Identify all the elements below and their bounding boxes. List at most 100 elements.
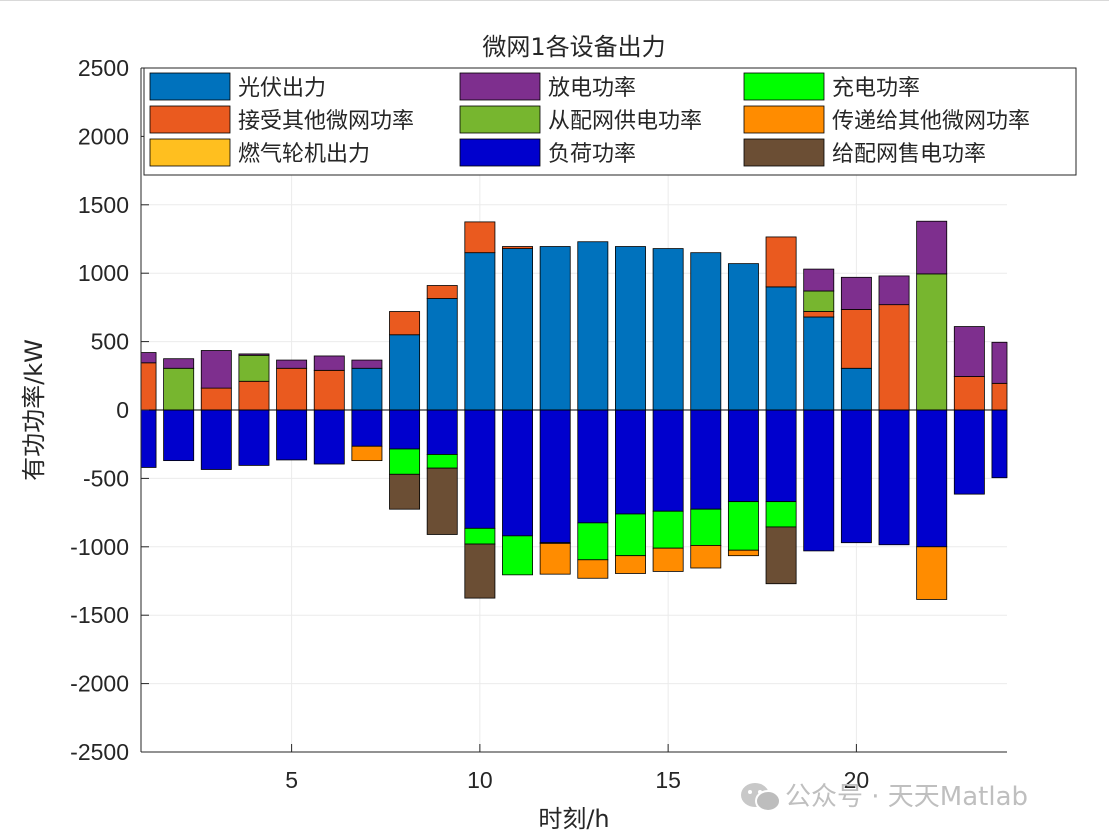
bar-segment bbox=[464, 527, 496, 545]
bar-segment bbox=[765, 236, 797, 288]
bar-segment bbox=[502, 535, 533, 576]
legend-swatch bbox=[743, 105, 825, 134]
bar-segment bbox=[238, 380, 270, 411]
bar-segment bbox=[238, 354, 270, 382]
top-border bbox=[0, 0, 1109, 1]
chart-title: 微网1各设备出力 bbox=[482, 33, 665, 61]
bar-segment bbox=[652, 248, 684, 411]
bar-segment bbox=[727, 501, 759, 551]
bar-segment bbox=[878, 304, 910, 411]
bar-segment bbox=[502, 248, 533, 411]
bar-segment bbox=[690, 252, 722, 411]
x-tick-label: 5 bbox=[285, 767, 298, 793]
bar-segment bbox=[916, 546, 948, 600]
bar-segment bbox=[953, 326, 985, 377]
bar-segment bbox=[539, 409, 571, 544]
bar-segment bbox=[840, 276, 872, 310]
bar-segment bbox=[991, 409, 1008, 479]
bar-segment bbox=[464, 221, 496, 254]
legend-label: 传递给其他微网功率 bbox=[832, 109, 1030, 134]
legend-swatch bbox=[149, 105, 231, 134]
bar-segment bbox=[502, 246, 533, 249]
bar-segment bbox=[803, 268, 835, 292]
legend-label: 接受其他微网功率 bbox=[238, 109, 414, 134]
bar-segment bbox=[276, 409, 308, 461]
watermark: 公众号 · 天天Matlab bbox=[741, 782, 1028, 812]
bar-segment bbox=[502, 409, 533, 537]
bar-segment bbox=[652, 409, 684, 512]
bar-segment bbox=[878, 275, 910, 306]
bar-segment bbox=[351, 359, 383, 369]
bar-segment bbox=[426, 298, 458, 411]
bar-segment bbox=[351, 367, 383, 411]
bar-segment bbox=[577, 241, 609, 411]
bar-segment bbox=[464, 543, 496, 599]
bar-segment bbox=[652, 547, 684, 572]
wechat-icon bbox=[741, 783, 781, 812]
bar-segment bbox=[313, 355, 345, 371]
legend-swatch bbox=[459, 138, 541, 167]
bar-segment bbox=[765, 501, 797, 528]
bar-segment bbox=[163, 409, 195, 462]
legend-box bbox=[143, 67, 1077, 176]
y-tick-label: -500 bbox=[83, 465, 129, 491]
bar-segment bbox=[615, 246, 646, 411]
y-tick-label: 1500 bbox=[78, 192, 129, 218]
bar-segment bbox=[615, 555, 646, 574]
bar-segment bbox=[803, 316, 835, 411]
bar-segment bbox=[577, 522, 609, 561]
bar-segment bbox=[351, 445, 383, 462]
tick-labels: -2500 -2000 -1500 -1000 -500 0 500 1000 1500 2000… bbox=[70, 55, 869, 793]
bar-segment bbox=[727, 263, 759, 411]
y-tick-label: 1000 bbox=[78, 260, 129, 286]
legend-swatch bbox=[743, 72, 825, 101]
bar-segment bbox=[140, 362, 157, 411]
bar-segment bbox=[803, 290, 835, 312]
bar-segment bbox=[953, 376, 985, 411]
bar-segment bbox=[803, 311, 835, 318]
bar-segment bbox=[727, 409, 759, 503]
legend-label: 燃气轮机出力 bbox=[238, 142, 370, 167]
bar-segment bbox=[426, 467, 458, 535]
y-tick-label: -1000 bbox=[70, 534, 129, 560]
bar-segment bbox=[389, 473, 421, 510]
bar-segment bbox=[690, 545, 722, 569]
y-axis-label: 有功功率/kW bbox=[20, 339, 48, 481]
x-tick-label: 10 bbox=[467, 767, 493, 793]
legend-label: 放电功率 bbox=[548, 76, 636, 101]
bar-segment bbox=[163, 358, 195, 369]
legend-label: 从配网供电功率 bbox=[548, 109, 702, 134]
bars bbox=[140, 220, 1008, 600]
bar-segment bbox=[991, 382, 1008, 411]
bar-segment bbox=[389, 448, 421, 475]
y-tick-label: 2000 bbox=[78, 123, 129, 149]
bar-segment bbox=[163, 367, 195, 411]
legend-label: 给配网售电功率 bbox=[832, 142, 986, 167]
bar-segment bbox=[765, 286, 797, 411]
bar-segment bbox=[765, 409, 797, 503]
y-tick-label: 0 bbox=[116, 397, 129, 423]
bar-segment bbox=[426, 285, 458, 299]
y-tick-label: -2000 bbox=[70, 671, 129, 697]
bar-segment bbox=[389, 334, 421, 411]
bar-segment bbox=[690, 508, 722, 546]
x-tick-label: 20 bbox=[844, 767, 870, 793]
bar-segment bbox=[464, 409, 496, 529]
bar-segment bbox=[389, 409, 421, 450]
bar-segment bbox=[991, 341, 1008, 384]
bar-segment bbox=[539, 542, 571, 575]
bar-segment bbox=[953, 409, 985, 495]
bar-segment bbox=[351, 409, 383, 447]
legend-label: 负荷功率 bbox=[548, 142, 636, 167]
bar-segment bbox=[276, 359, 308, 369]
bar-segment bbox=[276, 367, 308, 411]
bar-segment bbox=[615, 409, 646, 515]
bar-segment bbox=[464, 252, 496, 411]
bar-segment bbox=[140, 352, 157, 364]
bar-segment bbox=[840, 409, 872, 544]
legend-swatch bbox=[743, 138, 825, 167]
x-axis-label: 时刻/h bbox=[538, 805, 609, 833]
x-tick-label: 15 bbox=[655, 767, 681, 793]
